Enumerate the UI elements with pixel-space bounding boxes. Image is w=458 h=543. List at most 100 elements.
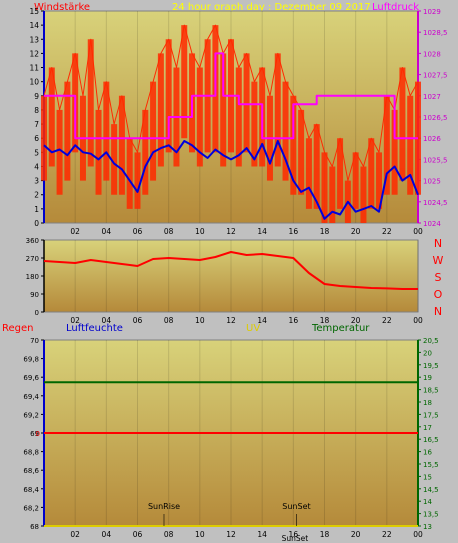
climate-x-tick-label: 20 [351, 530, 361, 539]
temperature-y2-tick-label: 15,5 [423, 461, 439, 469]
pressure-y2-tick-label: 1028,5 [423, 29, 448, 37]
direction-y-tick-label: 360 [26, 237, 39, 245]
temperature-y2-tick-label: 20,5 [423, 337, 439, 345]
temperature-y2-tick-label: 20 [423, 349, 432, 357]
direction-x-tick-label: 16 [289, 316, 299, 325]
wind-title: Windstärke [34, 2, 90, 13]
pressure-line [44, 52, 418, 140]
wind-y-tick-label: 6 [34, 134, 39, 143]
temperature-y2-tick-label: 16,5 [423, 436, 439, 444]
climate-x-tick-label: 04 [102, 530, 112, 539]
sunrise-label: SunRise [148, 502, 180, 511]
wind-x-tick-label: 18 [320, 227, 330, 236]
temperature-y2-tick-label: 19 [423, 374, 432, 382]
wind-y-tick-label: 13 [29, 35, 39, 44]
compass-label: N [434, 237, 442, 250]
compass-label: O [434, 288, 443, 301]
wind-y-tick-label: 4 [34, 162, 39, 171]
humidity-y-tick-label: 68,4 [23, 486, 39, 494]
direction-y-tick-label: 0 [35, 309, 39, 317]
climate-x-tick-label: 10 [195, 530, 205, 539]
wind-gust-line [43, 24, 419, 182]
wind-y-tick-label: 14 [29, 21, 39, 30]
humidity-y-tick-label: 69,4 [23, 393, 39, 401]
wind-x-tick-label: 16 [289, 227, 299, 236]
direction-x-tick-label: 06 [133, 316, 143, 325]
wind-x-tick-label: 04 [102, 227, 112, 236]
humidity-y-tick-label: 68,2 [23, 504, 39, 512]
wind-y-tick-label: 7 [34, 120, 39, 129]
compass-label: N [434, 305, 442, 318]
wind-y-tick-label: 11 [29, 64, 39, 73]
pressure-y2-tick-label: 1028 [423, 50, 441, 58]
wind-y-tick-label: 3 [34, 177, 39, 186]
humidity-label: Luftfeuchte [66, 323, 123, 334]
direction-x-tick-label: 22 [382, 316, 392, 325]
direction-x-tick-label: 18 [320, 316, 330, 325]
climate-x-tick-label: 14 [257, 530, 267, 539]
wind-y-tick-label: 2 [34, 191, 39, 200]
humidity-y-tick-label: 69,8 [23, 356, 39, 364]
uv-label: UV [246, 323, 260, 334]
climate-x-tick-label: 02 [70, 530, 80, 539]
humidity-y-tick-label: 69,6 [23, 374, 39, 382]
temperature-y2-tick-label: 13,5 [423, 511, 439, 519]
rain-label: Regen [2, 323, 34, 334]
wind-x-tick-label: 08 [164, 227, 174, 236]
humidity-y-tick-label: 68 [30, 523, 39, 531]
wind-average-line [43, 140, 419, 220]
climate-x-tick-label: 18 [320, 530, 330, 539]
pressure-y2-tick-label: 1026 [423, 135, 441, 143]
climate-x-tick-label: 22 [382, 530, 392, 539]
direction-x-tick-label: 02 [70, 316, 80, 325]
pressure-title: Luftdruck [372, 2, 419, 13]
direction-line [43, 251, 418, 290]
temperature-y2-tick-label: 14 [423, 498, 432, 506]
rain-axis-label: 0 [36, 430, 40, 438]
pressure-y2-tick-label: 1027 [423, 93, 441, 101]
wind-y-tick-label: 10 [29, 78, 39, 87]
temperature-y2-tick-label: 18 [423, 399, 432, 407]
wind-y-tick-label: 5 [34, 148, 39, 157]
climate-x-tick-label: 06 [133, 530, 143, 539]
pressure-y2-tick-label: 1029 [423, 8, 441, 16]
direction-y-tick-label: 180 [26, 273, 39, 281]
direction-y-tick-label: 90 [30, 291, 39, 299]
graph-date-title: 24 hour graph day : Dezember 09 2017 [172, 2, 371, 13]
temperature-y2-tick-label: 16 [423, 449, 432, 457]
wind-x-tick-label: 06 [133, 227, 143, 236]
temperature-y2-tick-label: 13 [423, 523, 432, 531]
direction-x-tick-label: 14 [257, 316, 267, 325]
temperature-y2-tick-label: 15 [423, 473, 432, 481]
wind-y-tick-label: 12 [29, 49, 39, 58]
direction-x-tick-label: 20 [351, 316, 361, 325]
pressure-y2-tick-label: 1025 [423, 178, 441, 186]
pressure-y2-tick-label: 1025,5 [423, 156, 448, 164]
wind-x-tick-label: 10 [195, 227, 205, 236]
pressure-y2-tick-label: 1026,5 [423, 114, 448, 122]
wind-x-tick-label: 22 [382, 227, 392, 236]
humidity-y-tick-label: 68,8 [23, 449, 39, 457]
humidity-y-tick-label: 70 [30, 337, 39, 345]
temperature-label: Temperatur [311, 323, 370, 334]
climate-x-tick-label: 16 [289, 530, 299, 539]
climate-x-tick-label: 08 [164, 530, 174, 539]
temperature-y2-tick-label: 18,5 [423, 387, 439, 395]
direction-x-tick-label: 04 [102, 316, 112, 325]
wind-y-tick-label: 9 [34, 92, 39, 101]
direction-x-tick-label: 00 [413, 316, 423, 325]
humidity-y-tick-label: 69 [30, 430, 39, 438]
wind-x-tick-label: 00 [413, 227, 423, 236]
temperature-y2-tick-label: 19,5 [423, 362, 439, 370]
wind-x-tick-label: 14 [257, 227, 267, 236]
humidity-y-tick-label: 68,6 [23, 467, 39, 475]
temperature-y2-tick-label: 17,5 [423, 411, 439, 419]
sunset-bottom-label: SunSet [282, 534, 309, 543]
compass-label: S [435, 271, 442, 284]
wind-y-tick-label: 15 [29, 7, 39, 16]
temperature-y2-tick-label: 17 [423, 424, 432, 432]
wind-y-tick-label: 1 [34, 205, 39, 214]
chart-marks: 02 04 06 08 10 12 14 16 18 20 22 000123456789101112… [23, 7, 447, 543]
